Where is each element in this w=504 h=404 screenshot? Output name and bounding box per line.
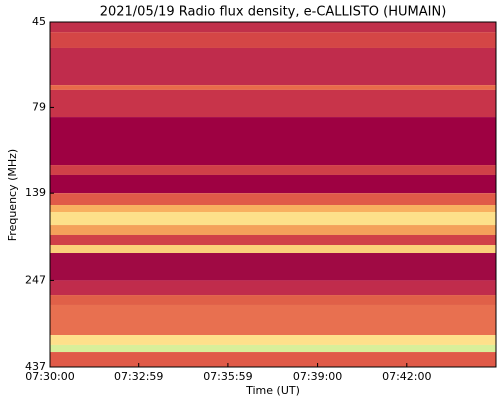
frequency-band [50, 234, 496, 246]
frequency-band [50, 304, 496, 336]
frequency-band [50, 47, 496, 86]
frequency-band [50, 212, 496, 226]
x-tick-label: 07:32:59 [114, 370, 163, 383]
frequency-band [50, 352, 496, 367]
frequency-band [50, 89, 496, 118]
y-tick-label: 45 [32, 15, 46, 28]
frequency-band [50, 165, 496, 175]
y-tick-label: 139 [25, 186, 46, 199]
y-tick-label: 247 [25, 273, 46, 286]
plot-frame [49, 21, 497, 368]
x-tick-label: 07:39:00 [293, 370, 342, 383]
frequency-band [50, 22, 496, 33]
x-tick-label: 07:30:00 [25, 370, 74, 383]
frequency-band [50, 280, 496, 296]
y-tick-label: 79 [32, 100, 46, 113]
frequency-band [50, 117, 496, 166]
chart-title: 2021/05/19 Radio flux density, e-CALLIST… [100, 5, 447, 20]
y-tick-label: 437 [25, 360, 46, 373]
frequency-band [50, 295, 496, 305]
frequency-band [50, 225, 496, 235]
x-tick-label: 07:35:59 [203, 370, 252, 383]
y-axis-label: Frequency (MHz) [6, 149, 19, 241]
frequency-band [50, 32, 496, 48]
frequency-band [50, 245, 496, 254]
frequency-band [50, 335, 496, 345]
frequency-band [50, 193, 496, 206]
frequency-band [50, 344, 496, 353]
frequency-band [50, 205, 496, 213]
frequency-band [50, 85, 496, 90]
frequency-band [50, 174, 496, 194]
x-tick-label: 07:42:00 [382, 370, 431, 383]
frequency-band [50, 253, 496, 281]
x-axis-label: Time (UT) [245, 384, 300, 397]
